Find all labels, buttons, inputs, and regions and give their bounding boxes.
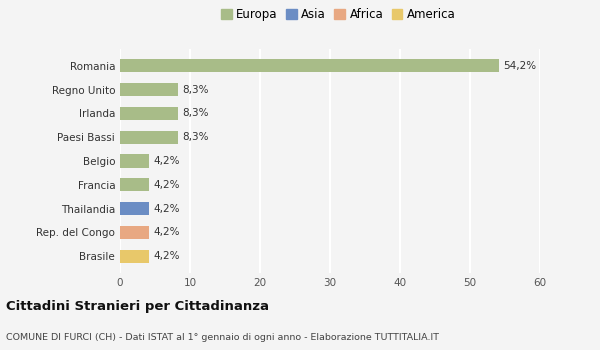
Bar — [120, 226, 149, 239]
Text: Cittadini Stranieri per Cittadinanza: Cittadini Stranieri per Cittadinanza — [6, 300, 269, 313]
Text: 4,2%: 4,2% — [154, 204, 180, 214]
Text: 4,2%: 4,2% — [154, 156, 180, 166]
Bar — [120, 59, 499, 72]
Bar — [120, 131, 178, 144]
Bar — [120, 107, 178, 120]
Text: 4,2%: 4,2% — [154, 180, 180, 190]
Bar — [120, 250, 149, 263]
Text: COMUNE DI FURCI (CH) - Dati ISTAT al 1° gennaio di ogni anno - Elaborazione TUTT: COMUNE DI FURCI (CH) - Dati ISTAT al 1° … — [6, 332, 439, 342]
Legend: Europa, Asia, Africa, America: Europa, Asia, Africa, America — [218, 6, 458, 23]
Text: 8,3%: 8,3% — [182, 85, 209, 95]
Text: 54,2%: 54,2% — [503, 61, 537, 71]
Text: 4,2%: 4,2% — [154, 251, 180, 261]
Bar — [120, 178, 149, 191]
Text: 4,2%: 4,2% — [154, 228, 180, 237]
Bar — [120, 154, 149, 168]
Text: 8,3%: 8,3% — [182, 132, 209, 142]
Text: 8,3%: 8,3% — [182, 108, 209, 118]
Bar — [120, 202, 149, 215]
Bar — [120, 83, 178, 96]
